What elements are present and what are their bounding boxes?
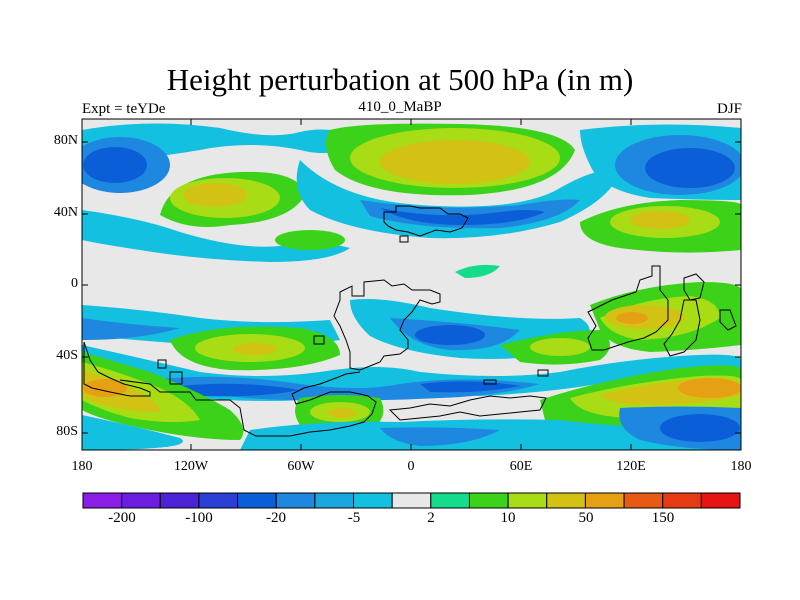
contour-region [678, 378, 741, 398]
colorbar-tick-label: -200 [108, 510, 136, 526]
coastline [333, 279, 441, 371]
contour-region [82, 210, 350, 262]
contour-region [630, 211, 690, 229]
contour-region [415, 325, 485, 345]
colorbar-swatch [546, 492, 586, 509]
colorbar-swatch [198, 492, 239, 509]
coastline [537, 369, 549, 377]
colorbar-tick-label: -20 [266, 510, 286, 526]
lon-tick-label: 180 [71, 459, 93, 474]
contour-region [275, 230, 345, 250]
lon-tick-label: 60E [509, 459, 533, 474]
colorbar-swatch [623, 492, 664, 509]
colorbar-swatch [391, 492, 432, 509]
contour-region [660, 414, 740, 442]
lon-tick-label: 120W [173, 459, 209, 474]
colorbar-swatch [507, 492, 548, 509]
contour-region [328, 408, 356, 418]
colorbar-swatch [353, 492, 393, 509]
coastline [313, 335, 325, 345]
contour-region [83, 147, 147, 183]
lon-tick-label: 60W [287, 459, 315, 474]
colorbar-tick-label: 10 [500, 510, 516, 526]
coastline [483, 379, 497, 385]
contour-region [455, 264, 500, 278]
colorbar-tick-label: 2 [427, 510, 435, 526]
lat-tick-label: 0 [71, 276, 78, 291]
plot-title: Height perturbation at 500 hPa (in m) [166, 62, 634, 97]
coastline [157, 359, 167, 369]
season-label: DJF [716, 101, 742, 117]
coastline [169, 371, 183, 385]
colorbar-swatch [700, 492, 741, 509]
coastline [719, 309, 737, 331]
contour-region [82, 318, 180, 340]
colorbar-swatch [82, 492, 123, 509]
contour-region [645, 148, 735, 188]
coastline [587, 265, 669, 351]
coastline [683, 273, 705, 301]
colorbar-swatch [159, 492, 200, 509]
lon-tick-label: 0 [407, 459, 415, 474]
contour-region [530, 338, 590, 356]
run-label: 410_0_MaBP [358, 99, 442, 115]
axis-ticks [82, 119, 741, 450]
colorbar-swatch [121, 492, 161, 509]
colorbar-tick-label: -5 [347, 510, 361, 526]
colorbar-swatch [662, 492, 702, 509]
lon-tick-label: 120E [616, 459, 646, 474]
lon-tick-label: 180 [730, 459, 752, 474]
colorbar [82, 492, 741, 509]
colorbar-swatch [430, 492, 470, 509]
colorbar-tick-label: 150 [651, 510, 675, 526]
lat-tick-label: 40S [56, 348, 78, 363]
lat-tick-label: 80N [53, 133, 78, 148]
colorbar-swatch [584, 492, 625, 509]
colorbar-tick-label: -100 [185, 510, 213, 526]
lat-tick-label: 80S [56, 424, 78, 439]
contour-region [83, 379, 127, 397]
coastline [119, 371, 377, 437]
colorbar-tick-label: 50 [578, 510, 594, 526]
contour-region [233, 343, 277, 355]
coastline [383, 205, 469, 237]
coastline [388, 395, 547, 421]
contour-region [380, 427, 500, 446]
contour-region [240, 419, 741, 450]
coastline [663, 299, 701, 357]
contour-region [82, 415, 183, 450]
coastline [399, 235, 409, 243]
contour-region [82, 362, 200, 423]
contour-region [380, 140, 530, 184]
experiment-label: Expt = teYDe [82, 101, 166, 117]
colorbar-swatch [468, 492, 509, 509]
lat-tick-label: 40N [53, 205, 78, 220]
coastline [83, 341, 151, 397]
coastline-layer [83, 205, 737, 437]
colorbar-swatch [314, 492, 355, 509]
colorbar-swatch [275, 492, 316, 509]
contour-region [180, 383, 300, 397]
contour-region [616, 312, 648, 324]
colorbar-swatch [237, 492, 277, 509]
contour-region [183, 183, 247, 207]
contour-fill-layer [82, 123, 741, 450]
contour-region [380, 208, 545, 226]
